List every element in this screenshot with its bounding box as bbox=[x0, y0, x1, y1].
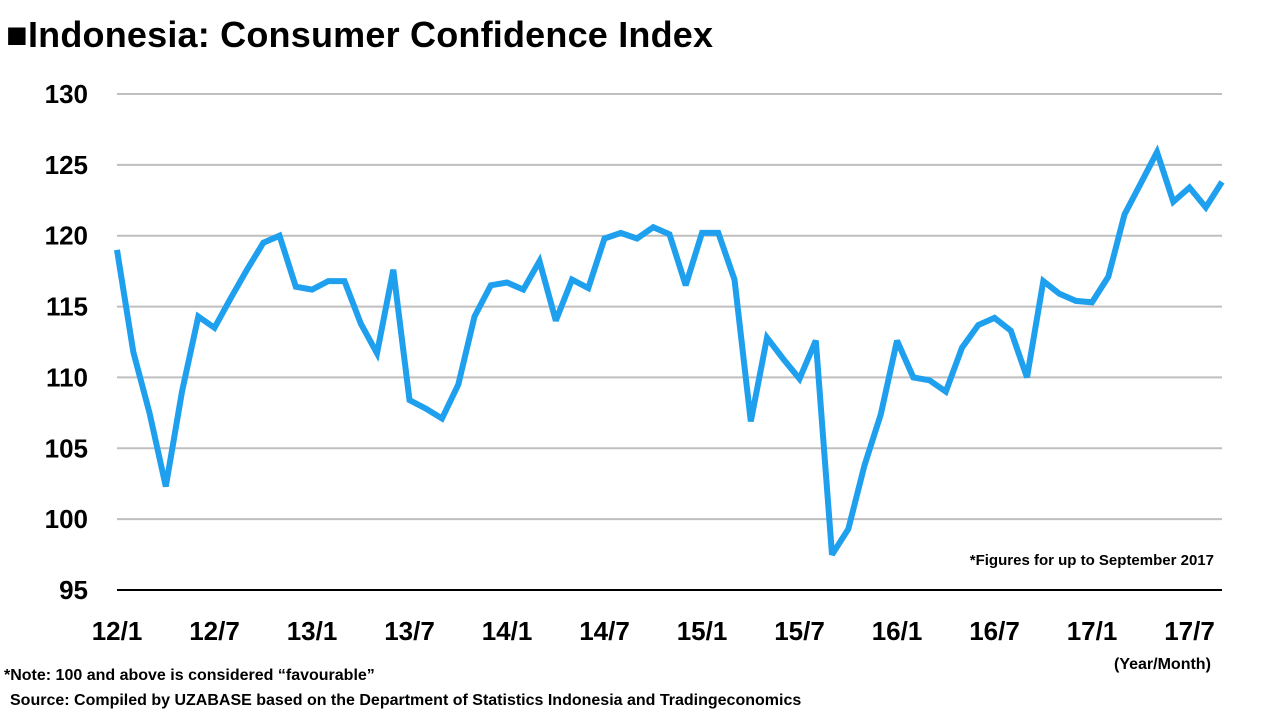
x-tick-label: 17/1 bbox=[1067, 616, 1118, 646]
x-tick-label: 12/7 bbox=[189, 616, 240, 646]
y-tick-label: 130 bbox=[45, 79, 88, 109]
y-tick-label: 105 bbox=[45, 433, 88, 463]
x-tick-label: 14/1 bbox=[482, 616, 533, 646]
y-tick-label: 110 bbox=[46, 362, 88, 392]
x-tick-label: 15/7 bbox=[774, 616, 825, 646]
footnote: *Note: 100 and above is considered “favo… bbox=[4, 667, 375, 684]
chart-title: ■Indonesia: Consumer Confidence Index bbox=[6, 14, 714, 55]
x-tick-label: 16/7 bbox=[969, 616, 1020, 646]
series-line bbox=[114, 144, 1225, 557]
y-tick-label: 115 bbox=[46, 292, 88, 322]
source-note: Source: Compiled by UZABASE based on the… bbox=[10, 692, 802, 709]
y-tick-label: 120 bbox=[45, 221, 88, 251]
y-tick-label: 95 bbox=[59, 575, 88, 605]
x-tick-label: 15/1 bbox=[677, 616, 728, 646]
y-tick-label: 125 bbox=[45, 150, 88, 180]
x-tick-label: 16/1 bbox=[872, 616, 923, 646]
x-tick-label: 17/7 bbox=[1164, 616, 1215, 646]
series-layer bbox=[114, 144, 1225, 557]
chart-footnote: *Figures for up to September 2017 bbox=[970, 552, 1214, 569]
x-tick-label: 13/1 bbox=[287, 616, 338, 646]
gridlines bbox=[117, 93, 1222, 521]
x-axis-unit-label: (Year/Month) bbox=[1114, 656, 1211, 673]
x-tick-label: 13/7 bbox=[384, 616, 435, 646]
x-tick-label: 12/1 bbox=[92, 616, 143, 646]
y-axis-ticks: 95 100 105 110 115 120 125 130 bbox=[45, 79, 88, 605]
y-tick-label: 100 bbox=[45, 504, 88, 534]
x-axis-ticks: 12/1 12/7 13/1 13/7 14/1 14/7 15/1 15/7 16/1 16/7… bbox=[92, 616, 1215, 646]
x-tick-label: 14/7 bbox=[579, 616, 630, 646]
